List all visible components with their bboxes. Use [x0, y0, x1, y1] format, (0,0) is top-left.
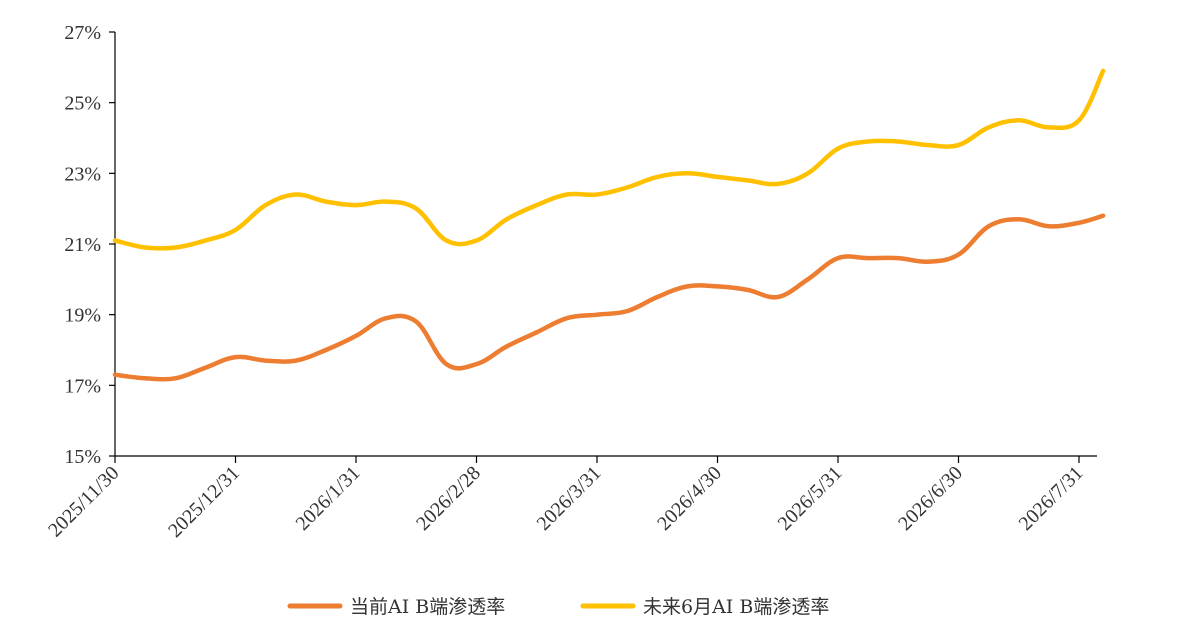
- series-line-current: [112, 213, 1106, 382]
- x-tick-label: 2026/5/31: [774, 462, 847, 535]
- x-tick-label: 2026/6/30: [894, 462, 967, 535]
- y-tick-label: 27%: [64, 22, 101, 44]
- y-tick-label: 17%: [64, 375, 101, 397]
- axes: 15% 17% 19% 21% 23% 25% 27% 2025/11/30 2025/12/…: [44, 22, 1097, 542]
- x-tick-label: 2025/11/30: [44, 462, 123, 541]
- x-tick-label: 2025/12/31: [164, 462, 244, 542]
- x-tick-label: 2026/1/31: [292, 462, 365, 535]
- x-tick-label: 2026/4/30: [653, 462, 726, 535]
- x-tick-label: 2026/7/31: [1015, 462, 1088, 535]
- series-line-future: [112, 68, 1106, 251]
- legend-item-current: 当前AI B端渗透率: [287, 596, 505, 618]
- series-lines: [112, 68, 1106, 382]
- y-tick-label: 19%: [64, 305, 101, 327]
- y-axis-ticks: 15% 17% 19% 21% 23% 25% 27%: [64, 22, 115, 468]
- x-tick-label: 2026/2/28: [412, 462, 485, 535]
- y-tick-label: 15%: [64, 446, 101, 468]
- x-tick-label: 2026/3/31: [533, 462, 606, 535]
- legend-label: 未来6月AI B端渗透率: [643, 596, 829, 618]
- legend-item-future: 未来6月AI B端渗透率: [580, 596, 829, 618]
- y-tick-label: 21%: [64, 234, 101, 256]
- x-axis-ticks: 2025/11/30 2025/12/31 2026/1/31 2026/2/28 20…: [44, 456, 1088, 542]
- y-tick-label: 23%: [64, 163, 101, 185]
- series-current-group: [112, 213, 1106, 382]
- y-tick-label: 25%: [64, 93, 101, 115]
- legend: 当前AI B端渗透率 未来6月AI B端渗透率: [287, 596, 829, 618]
- legend-label: 当前AI B端渗透率: [350, 596, 505, 618]
- series-future-group: [112, 68, 1106, 251]
